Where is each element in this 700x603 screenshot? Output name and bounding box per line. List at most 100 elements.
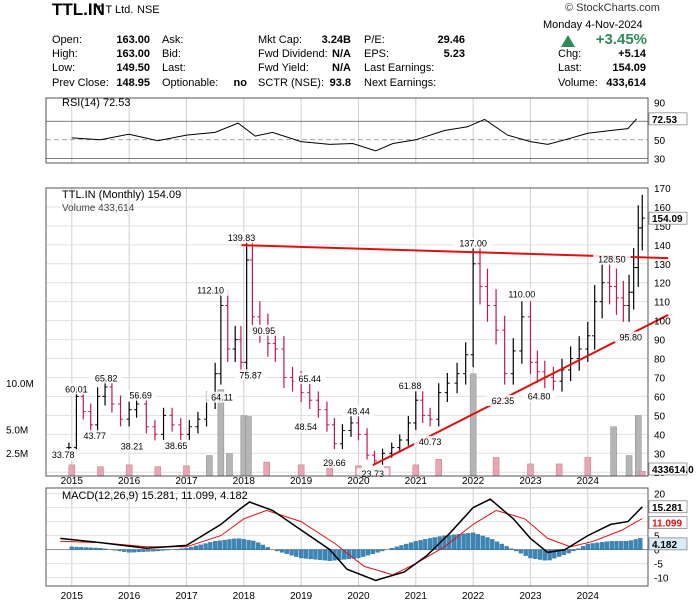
- rsi-last-label-box: [648, 112, 688, 126]
- quote-label: Last:: [558, 62, 582, 74]
- histogram-last-label-box: [648, 537, 688, 551]
- macd-histogram-bar: [470, 532, 476, 550]
- quote-label: Mkt Cap:: [258, 34, 303, 46]
- price-frame: [45, 187, 649, 477]
- macd-histogram-bar: [189, 546, 194, 550]
- macd-histogram-bar: [638, 538, 643, 550]
- rsi-line: [71, 118, 637, 152]
- quote-label: Last Earnings:: [364, 62, 435, 74]
- x-tick-label: 2018: [233, 591, 256, 602]
- macd-histogram-bar: [389, 548, 395, 550]
- volume-bar: [412, 464, 420, 477]
- x-tick-label-mid: 2018: [233, 476, 256, 487]
- macd-histogram-bar: [509, 548, 514, 550]
- price-title: TTL.IN (Monthly) 154.09: [62, 189, 181, 201]
- rsi-last-label: 72.53: [652, 115, 677, 126]
- x-tick-label-mid: 2016: [118, 476, 141, 487]
- macd-histogram-bar: [365, 549, 371, 556]
- quote-value: 5.23: [443, 48, 465, 60]
- macd-histogram-bar: [155, 549, 160, 552]
- quote-value: 148.95: [116, 77, 150, 89]
- macd-last-label: 15.281: [652, 503, 683, 514]
- macd-histogram-bar: [150, 549, 156, 552]
- x-tick-label-mid: 2023: [519, 476, 542, 487]
- quote-label: Last:: [162, 62, 186, 74]
- macd-histogram-bar: [227, 539, 232, 550]
- volume-bar: [610, 426, 617, 477]
- macd-histogram-bar: [322, 549, 328, 561]
- macd-signal-line: [60, 509, 643, 576]
- volume-bar: [492, 457, 500, 477]
- price-annotation-bg: [394, 379, 427, 391]
- macd-histogram-bar: [490, 539, 495, 550]
- volume-last-label-box: [648, 462, 688, 476]
- macd-histogram-bar: [93, 547, 98, 550]
- price-annotation: 61.88: [399, 381, 422, 391]
- quote-value: N/A: [332, 62, 351, 74]
- quote-date: Monday 4-Nov-2024: [543, 19, 643, 31]
- x-tick-label: 2024: [577, 591, 600, 602]
- price-annotation: 33.78: [52, 450, 75, 460]
- x-tick-label-mid: 2019: [290, 476, 313, 487]
- price-annotation: 56.69: [129, 391, 152, 401]
- x-tick-label: 2021: [405, 591, 428, 602]
- price-annotation: 29.66: [323, 458, 346, 468]
- price-annotation-bg: [342, 405, 375, 417]
- macd-histogram-bar: [528, 549, 533, 559]
- volume-bar: [245, 416, 252, 477]
- price-annotation-bg: [206, 391, 239, 403]
- macd-histogram-bar: [318, 549, 323, 561]
- price-last-label-box: [648, 211, 688, 225]
- quote-label: Open:: [52, 34, 82, 46]
- price-annotation-bg: [614, 331, 647, 343]
- macd-histogram-bar: [131, 549, 137, 553]
- price-annotation: 128.50: [598, 255, 626, 265]
- histogram-last-label: 4.182: [652, 540, 677, 551]
- quote-label: Volume:: [558, 77, 598, 89]
- macd-histogram-bar: [380, 549, 385, 552]
- volume-bar: [154, 466, 162, 477]
- macd-histogram-bar: [614, 541, 619, 550]
- x-axis: 2015 2015 2016 2016 2017 2017 2018 2018 2019 2019…: [61, 476, 600, 602]
- price-tick-label: 130: [654, 260, 671, 271]
- macd-histogram-bar: [370, 549, 375, 554]
- macd-histogram-bar: [83, 547, 89, 550]
- macd-histogram-bar: [117, 549, 122, 552]
- exchange-label: NSE: [137, 4, 160, 16]
- macd-histogram-bar: [313, 549, 318, 560]
- macd-histogram-bar: [504, 546, 509, 550]
- price-annotation: 64.80: [528, 391, 551, 401]
- volume-bar: [527, 463, 534, 477]
- price-annotation: 139.83: [228, 233, 256, 243]
- x-tick-label-mid: 2022: [462, 476, 485, 487]
- x-tick-label-mid: 2021: [405, 476, 428, 487]
- macd-histogram-bar: [547, 549, 552, 561]
- up-triangle-icon: [561, 35, 575, 47]
- macd-histogram-bar: [595, 542, 600, 550]
- macd-histogram-bar: [408, 542, 414, 550]
- price-annotation-bg: [289, 421, 322, 433]
- macd-histogram-bar: [341, 549, 347, 560]
- macd-histogram-bar: [232, 538, 237, 550]
- price-annotation: 48.54: [294, 422, 317, 432]
- volume-bar: [297, 464, 305, 477]
- macd-histogram-bar: [375, 549, 380, 553]
- price-annotation: 60.01: [65, 384, 88, 394]
- macd-histogram-bar: [241, 539, 246, 550]
- macd-histogram-bar: [413, 541, 418, 550]
- macd-histogram-bar: [609, 541, 614, 550]
- price-annotation-bg: [234, 369, 267, 381]
- price-tick-label: 30: [654, 449, 666, 460]
- quote-value: 163.00: [116, 48, 150, 60]
- macd-histogram-bar: [576, 548, 581, 550]
- macd-histogram-bar: [423, 539, 428, 550]
- macd-histogram-bar: [628, 540, 633, 550]
- macd-histogram-bar: [289, 549, 294, 556]
- macd-histogram-bar: [404, 543, 409, 550]
- macd-tick-label: -5: [654, 560, 663, 571]
- macd-histogram-bar: [79, 547, 84, 550]
- price-tick-label: 170: [654, 184, 671, 195]
- macd-histogram-bar: [623, 541, 629, 550]
- macd-histogram-bar: [451, 534, 457, 550]
